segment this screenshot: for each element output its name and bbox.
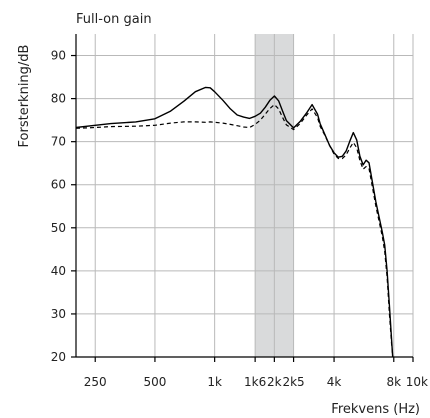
x-tick-label-10k: 10k — [406, 375, 428, 389]
y-tick-label-40: 40 — [51, 264, 66, 278]
x-tick-label-1k6: 1k6 — [244, 375, 266, 389]
y-tick-label-80: 80 — [51, 92, 66, 106]
y-tick-label-70: 70 — [51, 135, 66, 149]
series-line-dashed — [75, 103, 394, 358]
x-tick-label-8k: 8k — [386, 375, 401, 389]
y-tick-label-60: 60 — [51, 178, 66, 192]
grid-layer — [76, 34, 414, 357]
chart-title: Full-on gain — [76, 12, 152, 27]
x-tick-label-250: 250 — [84, 375, 107, 389]
y-tick-label-20: 20 — [51, 350, 66, 364]
x-axis-title: Frekvens (Hz) — [331, 402, 420, 417]
tick-label-layer: 20 30 40 50 60 70 80 90 250 500 1k 1k6 2k 2k5 4k 8k 10k — [51, 49, 428, 389]
y-tick-label-90: 90 — [51, 49, 66, 63]
y-tick-label-30: 30 — [51, 307, 66, 321]
y-tick-label-50: 50 — [51, 221, 66, 235]
axis-layer — [71, 34, 414, 362]
x-tick-label-2k: 2k — [267, 375, 282, 389]
x-tick-label-4k: 4k — [327, 375, 342, 389]
series-line-solid — [75, 86, 394, 358]
x-tick-label-2k5: 2k5 — [282, 375, 304, 389]
y-axis-title: Forsterkning/dB — [17, 45, 32, 148]
x-tick-label-500: 500 — [143, 375, 166, 389]
x-tick-label-1k: 1k — [207, 375, 222, 389]
series-layer — [75, 86, 394, 358]
